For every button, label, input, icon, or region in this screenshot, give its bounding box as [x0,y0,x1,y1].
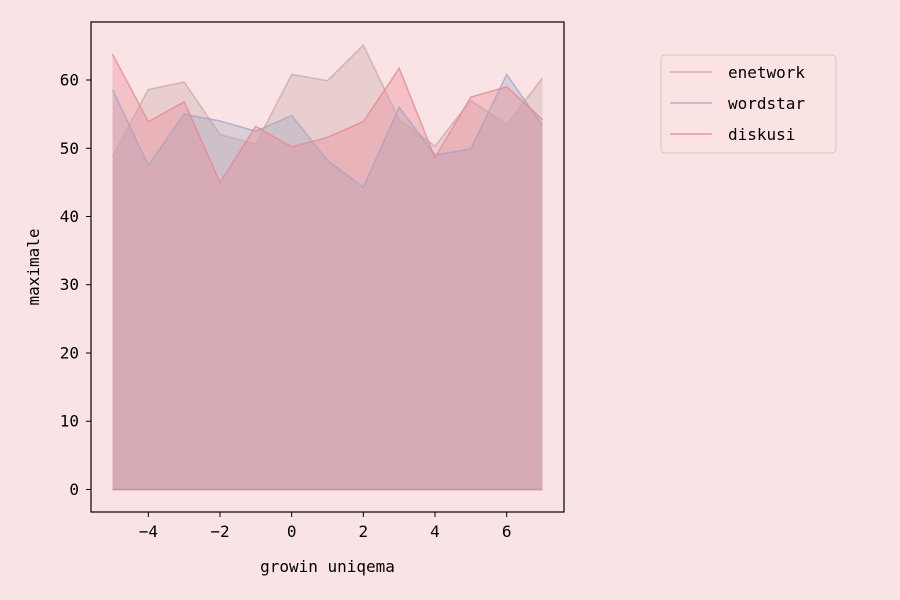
area-wordstar [112,74,543,490]
y-tick-label: 20 [60,343,79,362]
series-lines [111,43,544,491]
x-tick-label: −2 [210,522,229,541]
line-diskusi [111,53,544,184]
y-tick-label: 30 [60,275,79,294]
legend-label-diskusi: diskusi [728,125,795,144]
y-tick-label: 50 [60,139,79,158]
legend-label-enetwork: enetwork [728,63,805,82]
y-tick-label: 0 [69,480,79,499]
x-tick-label: −4 [139,522,158,541]
y-tick-label: 60 [60,71,79,90]
area-diskusi [112,54,543,490]
plot-background [91,22,564,512]
legend-frame [660,54,837,154]
x-tick-label: 4 [430,522,440,541]
legend-label-wordstar: wordstar [728,94,805,113]
x-tick-label: 0 [287,522,297,541]
x-tick-label: 2 [359,522,369,541]
line-enetwork [111,43,544,157]
y-tick-label: 40 [60,207,79,226]
plot-frame [90,21,565,513]
y-tick-label: 10 [60,412,79,431]
x-tick-label: 6 [502,522,512,541]
legend: enetwork wordstar diskusi [660,54,837,154]
series-areas [112,45,543,490]
x-axis-label: growin uniqema [260,557,395,576]
x-axis-ticks: −4 −2 0 2 4 6 [139,512,512,541]
y-axis-label: maximale [24,228,43,305]
line-wordstar [111,73,544,189]
y-axis-ticks: 0 10 20 30 40 50 60 [60,71,91,499]
